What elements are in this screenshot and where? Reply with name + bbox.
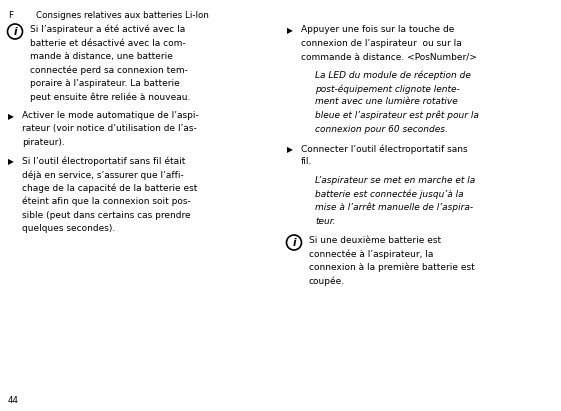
- Text: ▶: ▶: [8, 157, 14, 166]
- Text: rateur (voir notice d’utilisation de l’as-: rateur (voir notice d’utilisation de l’a…: [22, 125, 197, 134]
- Text: Appuyer une fois sur la touche de: Appuyer une fois sur la touche de: [301, 25, 454, 34]
- Text: mise à l’arrêt manuelle de l’aspira-: mise à l’arrêt manuelle de l’aspira-: [315, 203, 473, 212]
- Text: ▶: ▶: [287, 26, 293, 35]
- Text: mande à distance, une batterie: mande à distance, une batterie: [30, 52, 173, 61]
- Text: connexion pour 60 secondes.: connexion pour 60 secondes.: [315, 125, 448, 134]
- Text: ▶: ▶: [8, 112, 14, 121]
- Text: chage de la capacité de la batterie est: chage de la capacité de la batterie est: [22, 183, 197, 193]
- Text: commande à distance. <PosNumber/>: commande à distance. <PosNumber/>: [301, 52, 477, 61]
- Text: batterie est connectée jusqu’à la: batterie est connectée jusqu’à la: [315, 189, 463, 199]
- Text: connectée perd sa connexion tem-: connectée perd sa connexion tem-: [30, 65, 188, 75]
- Text: Connecter l’outil électroportatif sans: Connecter l’outil électroportatif sans: [301, 144, 468, 153]
- Text: quelques secondes).: quelques secondes).: [22, 224, 115, 233]
- Text: teur.: teur.: [315, 217, 335, 226]
- Text: ment avec une lumière rotative: ment avec une lumière rotative: [315, 97, 458, 106]
- Text: F: F: [8, 11, 13, 20]
- Text: fil.: fil.: [301, 157, 312, 166]
- Text: Activer le mode automatique de l’aspi-: Activer le mode automatique de l’aspi-: [22, 111, 199, 120]
- Text: La LED du module de réception de: La LED du module de réception de: [315, 71, 471, 80]
- Text: Si une deuxième batterie est: Si une deuxième batterie est: [309, 236, 441, 245]
- Text: coupée.: coupée.: [309, 277, 345, 286]
- Text: Consignes relatives aux batteries Li-Ion: Consignes relatives aux batteries Li-Ion: [36, 11, 209, 20]
- Text: éteint afin que la connexion soit pos-: éteint afin que la connexion soit pos-: [22, 197, 191, 206]
- Text: sible (peut dans certains cas prendre: sible (peut dans certains cas prendre: [22, 210, 191, 219]
- Text: Si l’outil électroportatif sans fil était: Si l’outil électroportatif sans fil étai…: [22, 157, 185, 166]
- Text: batterie et désactivé avec la com-: batterie et désactivé avec la com-: [30, 39, 186, 48]
- Text: post-équipement clignote lente-: post-équipement clignote lente-: [315, 84, 460, 93]
- Text: i: i: [292, 238, 296, 248]
- Text: bleue et l’aspirateur est prêt pour la: bleue et l’aspirateur est prêt pour la: [315, 111, 479, 120]
- Text: i: i: [13, 27, 17, 37]
- Text: 44: 44: [8, 396, 19, 405]
- Text: peut ensuite être reliée à nouveau.: peut ensuite être reliée à nouveau.: [30, 92, 190, 102]
- Text: Si l’aspirateur a été activé avec la: Si l’aspirateur a été activé avec la: [30, 25, 185, 35]
- Text: connectée à l’aspirateur, la: connectée à l’aspirateur, la: [309, 249, 434, 259]
- Text: déjà en service, s’assurer que l’affi-: déjà en service, s’assurer que l’affi-: [22, 170, 184, 180]
- Text: connexion de l’aspirateur  ou sur la: connexion de l’aspirateur ou sur la: [301, 39, 462, 48]
- Text: connexion à la première batterie est: connexion à la première batterie est: [309, 263, 475, 272]
- Text: ▶: ▶: [287, 145, 293, 154]
- Text: L’aspirateur se met en marche et la: L’aspirateur se met en marche et la: [315, 176, 475, 185]
- Text: poraire à l’aspirateur. La batterie: poraire à l’aspirateur. La batterie: [30, 79, 180, 88]
- Text: pirateur).: pirateur).: [22, 138, 65, 147]
